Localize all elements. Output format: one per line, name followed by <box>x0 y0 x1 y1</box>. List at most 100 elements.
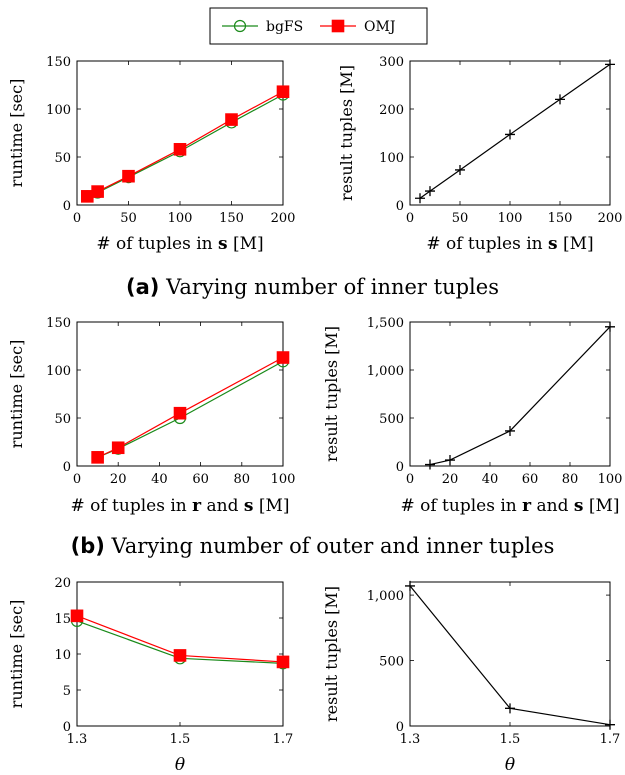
data-point-OMJ <box>225 113 238 126</box>
data-point-result <box>505 129 515 140</box>
x-axis-label: # of tuples in s [M] <box>96 234 263 254</box>
caption-b-tag: (b) <box>70 534 105 558</box>
x-axis-label-part: # of tuples in <box>426 234 548 254</box>
x-axis-label-part: r <box>522 496 532 516</box>
data-point-OMJ <box>276 351 290 364</box>
data-point-OMJ <box>91 451 104 464</box>
y-tick-label: 100 <box>379 151 404 166</box>
x-axis-label-part: θ <box>505 755 515 775</box>
data-point-result <box>455 164 465 175</box>
x-axis-label-part: # of tuples in <box>70 496 192 516</box>
x-tick-label: 1.5 <box>500 732 521 747</box>
caption-a-text: Varying number of inner tuples <box>166 275 499 299</box>
x-tick-label: 1.7 <box>273 732 294 747</box>
chart-c-right: 1.3 1.5 1.7 0 500 1,000 θ result tuples [M] <box>322 580 621 775</box>
series-line-OMJ <box>97 356 284 458</box>
x-axis-label: θ <box>175 755 185 775</box>
series-line-result <box>429 326 611 466</box>
y-tick-label: 1,000 <box>367 589 404 604</box>
data-point-result <box>505 425 515 436</box>
x-tick-label: 100 <box>271 472 296 487</box>
plot-frame <box>76 60 284 206</box>
y-axis-label: result tuples [M] <box>322 326 341 462</box>
x-axis-label-part: s <box>548 234 558 254</box>
x-axis-label-part: [M] <box>558 234 594 254</box>
x-tick-label: 1.3 <box>67 732 88 747</box>
y-tick-label: 0 <box>396 720 404 735</box>
x-axis-label-part: [M] <box>228 234 264 254</box>
x-tick-label: 0 <box>73 211 81 226</box>
y-tick-label: 100 <box>46 103 71 118</box>
data-point-result <box>555 94 565 105</box>
chart-b-right: 0 20 40 60 80 100 0 500 1,000 1,500 # of tuples in… <box>322 316 622 516</box>
data-point-OMJ <box>173 143 187 156</box>
y-axis-label: result tuples [M] <box>322 586 341 722</box>
y-tick-label: 20 <box>54 576 71 591</box>
x-tick-label: 80 <box>234 472 251 487</box>
series-line-bgFS <box>97 360 284 458</box>
y-tick-label: 15 <box>54 612 71 627</box>
x-tick-label: 40 <box>482 472 499 487</box>
x-axis-label-part: s <box>218 234 228 254</box>
x-axis-label: # of tuples in r and s [M] <box>70 496 289 516</box>
data-point-OMJ <box>91 185 104 198</box>
y-tick-label: 0 <box>63 720 71 735</box>
y-tick-label: 1,000 <box>367 364 404 379</box>
x-axis-label-part: r <box>192 496 202 516</box>
x-axis-label-part: # of tuples in <box>400 496 522 516</box>
x-tick-label: 200 <box>271 211 296 226</box>
y-tick-label: 0 <box>63 199 71 214</box>
legend-marker-OMJ <box>331 19 345 33</box>
x-tick-label: 1.5 <box>170 732 191 747</box>
x-axis-label: # of tuples in r and s [M] <box>400 496 619 516</box>
data-point-OMJ <box>276 655 290 669</box>
plot-frame <box>409 321 611 467</box>
plot-frame <box>76 321 284 467</box>
y-axis-label: runtime [sec] <box>7 79 26 188</box>
data-point-result <box>505 703 515 714</box>
y-tick-label: 50 <box>54 151 71 166</box>
y-tick-label: 200 <box>379 103 404 118</box>
x-tick-label: 0 <box>406 472 414 487</box>
data-point-result <box>415 193 425 204</box>
data-point-result <box>425 186 435 197</box>
x-tick-label: 20 <box>442 472 459 487</box>
x-tick-label: 60 <box>522 472 539 487</box>
x-tick-label: 50 <box>452 211 469 226</box>
x-tick-label: 1.7 <box>600 732 621 747</box>
y-tick-label: 150 <box>46 55 71 70</box>
x-axis-label-part: s <box>574 496 584 516</box>
x-tick-label: 50 <box>120 211 137 226</box>
y-tick-label: 0 <box>63 460 71 475</box>
y-tick-label: 150 <box>46 316 71 331</box>
x-tick-label: 0 <box>406 211 414 226</box>
chart-a-right: 0 50 100 150 200 0 100 200 300 # of tuples in s [… <box>337 55 622 254</box>
legend-marker-bgFS <box>233 19 247 33</box>
caption-a: (a) Varying number of inner tuples <box>0 275 625 299</box>
x-axis-label-part: [M] <box>583 496 619 516</box>
y-tick-label: 10 <box>54 648 71 663</box>
data-point-OMJ <box>276 85 290 99</box>
data-point-result <box>445 455 455 466</box>
x-axis-label-part: and <box>201 496 244 516</box>
data-point-result <box>405 580 415 591</box>
data-point-OMJ <box>111 441 125 455</box>
data-point-OMJ <box>122 169 135 183</box>
y-tick-label: 300 <box>379 55 404 70</box>
chart-b-left: 0 20 40 60 80 100 0 50 100 150 # of tuples in r an… <box>7 316 295 516</box>
y-tick-label: 1,500 <box>367 316 404 331</box>
x-tick-label: 80 <box>562 472 579 487</box>
x-axis-label-part: and <box>531 496 574 516</box>
x-axis-label-part: θ <box>175 755 185 775</box>
chart-c-left: 1.3 1.5 1.7 0 5 10 15 20 θ runtime [sec] <box>7 576 293 775</box>
y-tick-label: 50 <box>54 412 71 427</box>
x-tick-label: 20 <box>110 472 127 487</box>
series-line-result <box>419 63 611 199</box>
data-point-result <box>605 321 615 332</box>
x-tick-label: 150 <box>548 211 573 226</box>
y-tick-label: 0 <box>396 199 404 214</box>
x-tick-label: 200 <box>598 211 623 226</box>
x-tick-label: 0 <box>73 472 81 487</box>
